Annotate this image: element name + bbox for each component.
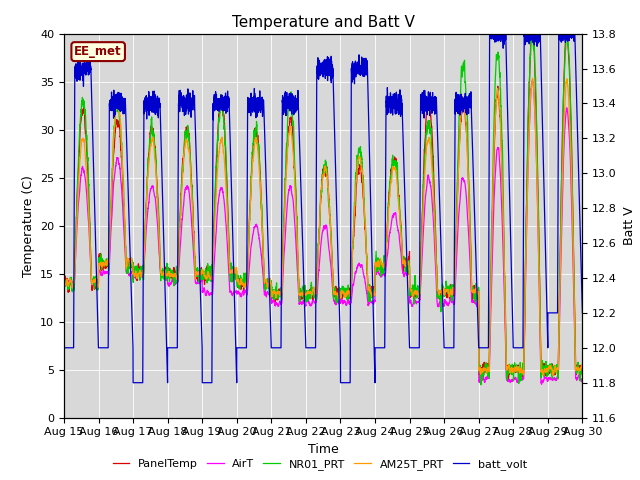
- AM25T_PRT: [578, 364, 586, 370]
- PanelTemp: [579, 364, 586, 370]
- batt_volt: [439, 314, 447, 320]
- Title: Temperature and Batt V: Temperature and Batt V: [232, 15, 415, 30]
- PanelTemp: [304, 293, 312, 299]
- Y-axis label: Batt V: Batt V: [623, 206, 636, 245]
- AM25T_PRT: [529, 75, 536, 81]
- AM25T_PRT: [154, 190, 161, 195]
- Y-axis label: Temperature (C): Temperature (C): [22, 175, 35, 276]
- Line: PanelTemp: PanelTemp: [64, 27, 582, 382]
- NR01_PRT: [579, 372, 586, 378]
- PanelTemp: [60, 282, 68, 288]
- AirT: [579, 380, 586, 385]
- NR01_PRT: [154, 195, 161, 201]
- Line: batt_volt: batt_volt: [64, 17, 582, 383]
- AirT: [538, 381, 545, 387]
- AirT: [410, 298, 418, 303]
- AirT: [468, 299, 476, 305]
- PanelTemp: [439, 288, 447, 293]
- PanelTemp: [527, 24, 535, 30]
- AirT: [439, 302, 447, 308]
- AirT: [154, 217, 161, 223]
- PanelTemp: [477, 379, 484, 385]
- Legend: PanelTemp, AirT, NR01_PRT, AM25T_PRT, batt_volt: PanelTemp, AirT, NR01_PRT, AM25T_PRT, ba…: [108, 455, 532, 474]
- NR01_PRT: [529, 28, 537, 34]
- batt_volt: [60, 345, 68, 351]
- NR01_PRT: [439, 292, 447, 298]
- AirT: [529, 78, 536, 84]
- PanelTemp: [154, 184, 161, 190]
- AirT: [304, 298, 312, 304]
- AirT: [578, 378, 586, 384]
- AM25T_PRT: [304, 289, 312, 295]
- batt_volt: [154, 99, 161, 105]
- NR01_PRT: [477, 382, 484, 388]
- AM25T_PRT: [579, 364, 586, 370]
- NR01_PRT: [468, 284, 476, 289]
- batt_volt: [578, 292, 586, 298]
- AirT: [60, 281, 68, 287]
- AM25T_PRT: [60, 278, 68, 284]
- PanelTemp: [410, 297, 418, 303]
- batt_volt: [557, 14, 565, 20]
- PanelTemp: [468, 289, 476, 295]
- Text: EE_met: EE_met: [74, 45, 122, 58]
- AM25T_PRT: [468, 288, 476, 294]
- batt_volt: [579, 310, 586, 316]
- NR01_PRT: [304, 297, 312, 302]
- AM25T_PRT: [548, 372, 556, 378]
- batt_volt: [411, 345, 419, 351]
- NR01_PRT: [60, 286, 68, 291]
- Line: AM25T_PRT: AM25T_PRT: [64, 78, 582, 375]
- NR01_PRT: [578, 365, 586, 371]
- Line: NR01_PRT: NR01_PRT: [64, 31, 582, 385]
- AM25T_PRT: [410, 289, 418, 295]
- AM25T_PRT: [439, 291, 447, 297]
- X-axis label: Time: Time: [308, 443, 339, 456]
- Line: AirT: AirT: [64, 81, 582, 384]
- NR01_PRT: [410, 297, 418, 303]
- PanelTemp: [578, 365, 586, 371]
- batt_volt: [304, 345, 312, 351]
- batt_volt: [468, 147, 476, 153]
- batt_volt: [129, 380, 137, 385]
